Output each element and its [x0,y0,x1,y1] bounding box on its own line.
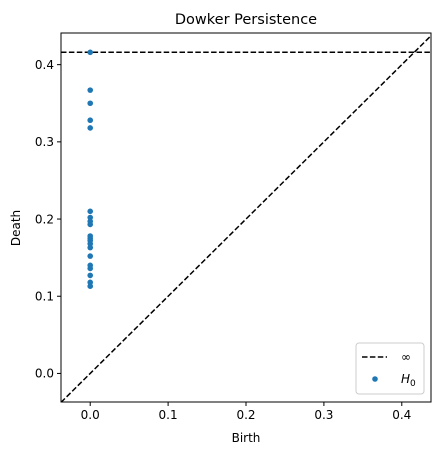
data-point [87,244,94,251]
y-tick-label: 0.3 [35,135,54,149]
diagonal-line [61,34,431,402]
y-tick-label: 0.2 [35,212,54,226]
data-point [87,253,94,259]
data-point [87,283,94,290]
data-point [87,272,94,279]
data-point [87,208,94,215]
data-point [87,240,94,247]
legend-infinity-label: ∞ [401,350,411,364]
data-point [87,221,94,228]
y-axis-label: Death [9,210,23,246]
y-tick-label: 0.1 [35,290,54,304]
legend-h0-subscript: 0 [410,379,416,389]
data-point [87,125,94,131]
legend-box [355,342,425,395]
plot-area [60,32,432,403]
x-tick-label: 0.1 [159,408,178,422]
y-tick-label: 0.4 [35,58,54,72]
data-point [87,117,94,124]
x-tick-label: 0.0 [81,408,100,422]
data-point [87,279,94,286]
data-point [87,100,94,107]
data-point [87,49,94,56]
chart-title: Dowker Persistence [175,12,317,28]
legend-h0-marker [372,376,378,382]
y-tick-label: 0.0 [35,367,54,381]
legend: ∞H0 [355,342,425,395]
y-axis: 0.0 0.1 0.2 0.3 0.4 [35,58,61,381]
x-tick-label: 0.4 [392,408,411,422]
data-point [87,214,94,221]
plot-contents [61,34,431,402]
x-axis: 0.0 0.1 0.2 0.3 0.4 [81,402,411,422]
x-axis-label: Birth [232,431,261,445]
data-point [87,87,94,93]
x-tick-label: 0.2 [236,408,255,422]
data-point [87,265,94,272]
x-tick-label: 0.3 [314,408,333,422]
